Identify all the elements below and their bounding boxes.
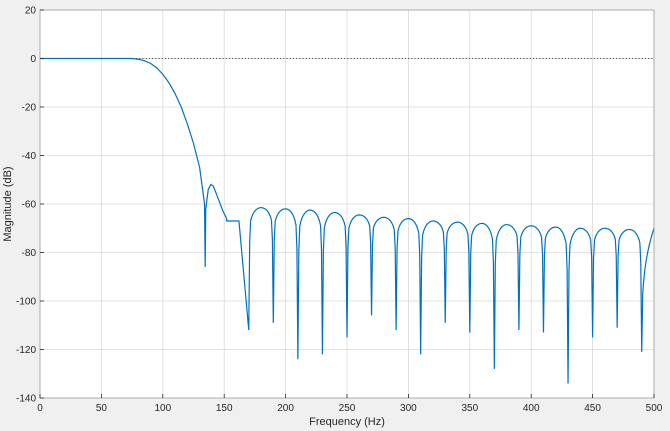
x-tick-label: 100 (154, 403, 171, 414)
x-tick-label: 300 (400, 403, 417, 414)
x-tick-label: 350 (461, 403, 478, 414)
x-tick-label: 250 (339, 403, 356, 414)
y-tick-label: -60 (22, 200, 37, 211)
x-tick-label: 200 (277, 403, 294, 414)
x-axis-label: Frequency (Hz) (309, 416, 385, 428)
x-tick-label: 0 (37, 403, 43, 414)
y-tick-label: 20 (25, 6, 37, 17)
x-tick-label: 450 (584, 403, 601, 414)
y-axis-label: Magnitude (dB) (2, 166, 14, 241)
y-tick-label: -40 (22, 151, 37, 162)
y-axis-ticks: 20 0 -20 -40 -60 -80 -100 -120 -140 (16, 6, 44, 405)
y-tick-label: -120 (16, 345, 36, 356)
x-tick-label: 150 (216, 403, 233, 414)
x-axis-ticks: 0 50 100 150 200 250 300 350 400 450 500 (37, 394, 663, 414)
y-tick-label: 0 (30, 54, 36, 65)
x-tick-label: 50 (96, 403, 108, 414)
y-tick-label: -20 (22, 103, 37, 114)
y-tick-label: -140 (16, 394, 36, 405)
y-tick-label: -100 (16, 297, 36, 308)
x-tick-label: 400 (523, 403, 540, 414)
y-tick-label: -80 (22, 248, 37, 259)
x-tick-label: 500 (646, 403, 663, 414)
magnitude-series-line (40, 57, 655, 384)
